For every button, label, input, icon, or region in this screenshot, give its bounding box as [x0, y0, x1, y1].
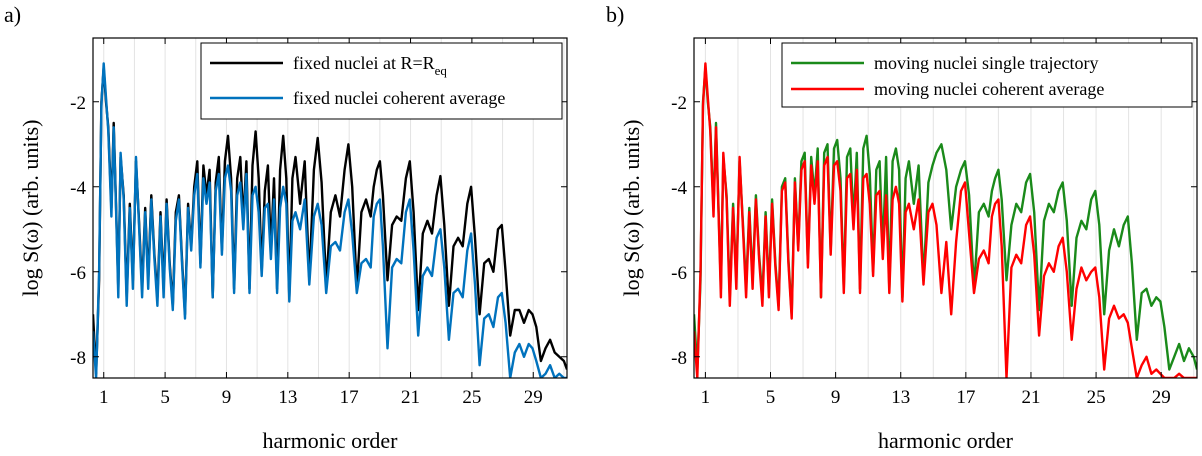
panel-b-axes-frame: [693, 37, 1198, 379]
x-tick-label: 25: [462, 387, 481, 408]
y-tick-label: -6: [70, 263, 86, 284]
y-tick-label: -4: [70, 178, 86, 199]
panel-a-legend-entry-2: fixed nuclei coherent average: [293, 88, 505, 108]
x-tick-label: 17: [340, 387, 359, 408]
panel-b-x-axis-label: harmonic order: [878, 428, 1014, 453]
panel-a-y-axis-label: log S(ω) (arb. units): [18, 119, 43, 296]
x-tick-label: 13: [278, 387, 297, 408]
panel-a-x-axis-label: harmonic order: [263, 428, 399, 453]
y-tick-label: -8: [671, 348, 687, 369]
panel-b-legend: moving nuclei single trajectory moving n…: [781, 42, 1193, 108]
panel-a-legend-entry-1: fixed nuclei at R=Req: [293, 53, 447, 78]
series-line-2: [694, 62, 1197, 378]
x-tick-label: 21: [401, 387, 420, 408]
panel-a-plot-area: [93, 62, 567, 378]
panel-b-legend-box: [781, 42, 1193, 108]
panel-b-legend-entry-2: moving nuclei coherent average: [874, 79, 1104, 99]
x-tick-label: 21: [1021, 387, 1040, 408]
panel-b-ticks: 1 5 9 13 17 21 25 29 -8 -6 -4 -2: [671, 38, 1197, 408]
panel-a-legend: fixed nuclei at R=Req fixed nuclei coher…: [200, 42, 563, 120]
y-tick-label: -6: [671, 263, 687, 284]
x-tick-label: 13: [891, 387, 910, 408]
series-line-2: [93, 62, 567, 378]
panel-a-ticks: 1 5 9 13 17 21 25 29 -8 -6 -4 -2: [70, 38, 567, 408]
y-tick-label: -4: [671, 178, 687, 199]
panel-b-plot-area: [694, 62, 1197, 378]
y-tick-label: -2: [671, 93, 687, 114]
panel-label-a: a): [4, 2, 21, 27]
x-tick-label: 1: [99, 387, 109, 408]
x-tick-label: 9: [831, 387, 841, 408]
x-tick-label: 17: [956, 387, 975, 408]
panel-a: a) 1 5 9 13 17 21 25 29-8-6-4-2 harmonic order …: [4, 2, 568, 453]
panel-b-legend-entry-1: moving nuclei single trajectory: [874, 53, 1098, 73]
y-tick-label: -2: [70, 93, 86, 114]
x-tick-label: 1: [701, 387, 711, 408]
x-tick-label: 25: [1087, 387, 1106, 408]
panel-label-b: b): [606, 2, 624, 27]
panel-b-y-axis-label: log S(ω) (arb. units): [619, 119, 644, 296]
panel-a-axes-frame: [92, 37, 568, 379]
x-tick-label: 29: [1152, 387, 1171, 408]
series-line-1: [694, 66, 1197, 371]
panel-a-legend-entry-1-text: fixed nuclei at R=R: [293, 53, 435, 73]
y-tick-label: -8: [70, 348, 86, 369]
x-tick-label: 5: [766, 387, 776, 408]
panel-a-legend-entry-1-subscript: eq: [435, 63, 448, 78]
panel-a-legend-box: [200, 42, 563, 120]
x-tick-label: 29: [524, 387, 543, 408]
x-tick-label: 9: [222, 387, 232, 408]
panel-b: b) 1 5 9 13 17 21 25 29-8-6-4-2 harmonic order …: [606, 2, 1198, 453]
x-tick-label: 5: [160, 387, 170, 408]
